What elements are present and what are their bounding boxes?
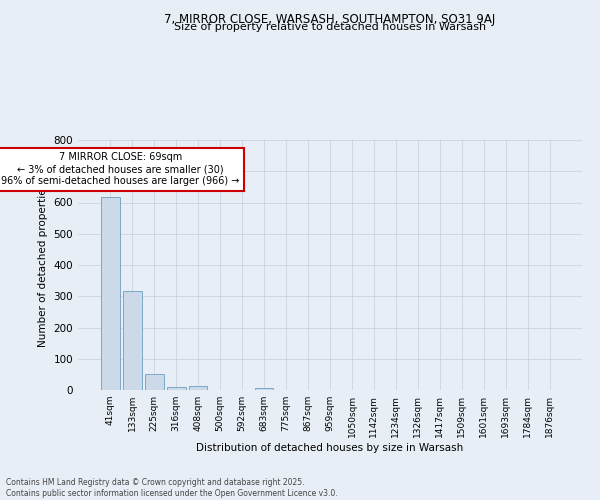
Bar [145,374,164,390]
Text: 7, MIRROR CLOSE, WARSASH, SOUTHAMPTON, SO31 9AJ: 7, MIRROR CLOSE, WARSASH, SOUTHAMPTON, S… [164,12,496,26]
Y-axis label: Number of detached properties: Number of detached properties [38,183,48,347]
Bar [101,197,119,390]
Bar [189,386,208,390]
Text: Size of property relative to detached houses in Warsash: Size of property relative to detached ho… [174,22,486,32]
Bar [123,291,142,390]
Bar [255,388,274,390]
X-axis label: Distribution of detached houses by size in Warsash: Distribution of detached houses by size … [196,442,464,452]
Bar [167,387,185,390]
Text: Contains HM Land Registry data © Crown copyright and database right 2025.
Contai: Contains HM Land Registry data © Crown c… [6,478,338,498]
Text: 7 MIRROR CLOSE: 69sqm
← 3% of detached houses are smaller (30)
96% of semi-detac: 7 MIRROR CLOSE: 69sqm ← 3% of detached h… [1,152,239,186]
